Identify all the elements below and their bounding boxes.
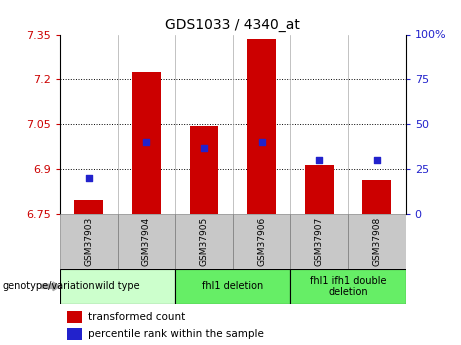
Bar [67, 310, 83, 323]
Bar [60, 214, 118, 269]
Bar [290, 214, 348, 269]
Text: wild type: wild type [95, 282, 140, 291]
Bar [67, 328, 83, 340]
Text: GSM37908: GSM37908 [372, 217, 381, 266]
Title: GDS1033 / 4340_at: GDS1033 / 4340_at [165, 18, 300, 32]
Bar [175, 269, 290, 304]
Bar [189, 126, 219, 214]
Text: GSM37906: GSM37906 [257, 217, 266, 266]
Bar [233, 214, 290, 269]
Text: transformed count: transformed count [88, 312, 185, 322]
Bar [362, 179, 391, 214]
Bar [348, 214, 406, 269]
Point [142, 139, 150, 145]
Point [200, 145, 207, 150]
Point [258, 139, 266, 145]
Bar [175, 214, 233, 269]
Text: genotype/variation: genotype/variation [2, 282, 95, 291]
Text: GSM37907: GSM37907 [315, 217, 324, 266]
Point [373, 157, 381, 163]
Point [85, 175, 92, 181]
Bar [74, 200, 103, 214]
Text: percentile rank within the sample: percentile rank within the sample [88, 329, 264, 339]
Bar [132, 72, 161, 214]
Text: GSM37905: GSM37905 [200, 217, 208, 266]
Text: fhl1 ifh1 double
deletion: fhl1 ifh1 double deletion [310, 276, 386, 297]
Bar [247, 39, 276, 214]
Text: fhl1 deletion: fhl1 deletion [202, 282, 263, 291]
Text: GSM37903: GSM37903 [84, 217, 93, 266]
Point [315, 157, 323, 163]
Bar [290, 269, 406, 304]
Text: GSM37904: GSM37904 [142, 217, 151, 266]
Bar [60, 269, 175, 304]
Bar [118, 214, 175, 269]
Bar [305, 165, 334, 214]
